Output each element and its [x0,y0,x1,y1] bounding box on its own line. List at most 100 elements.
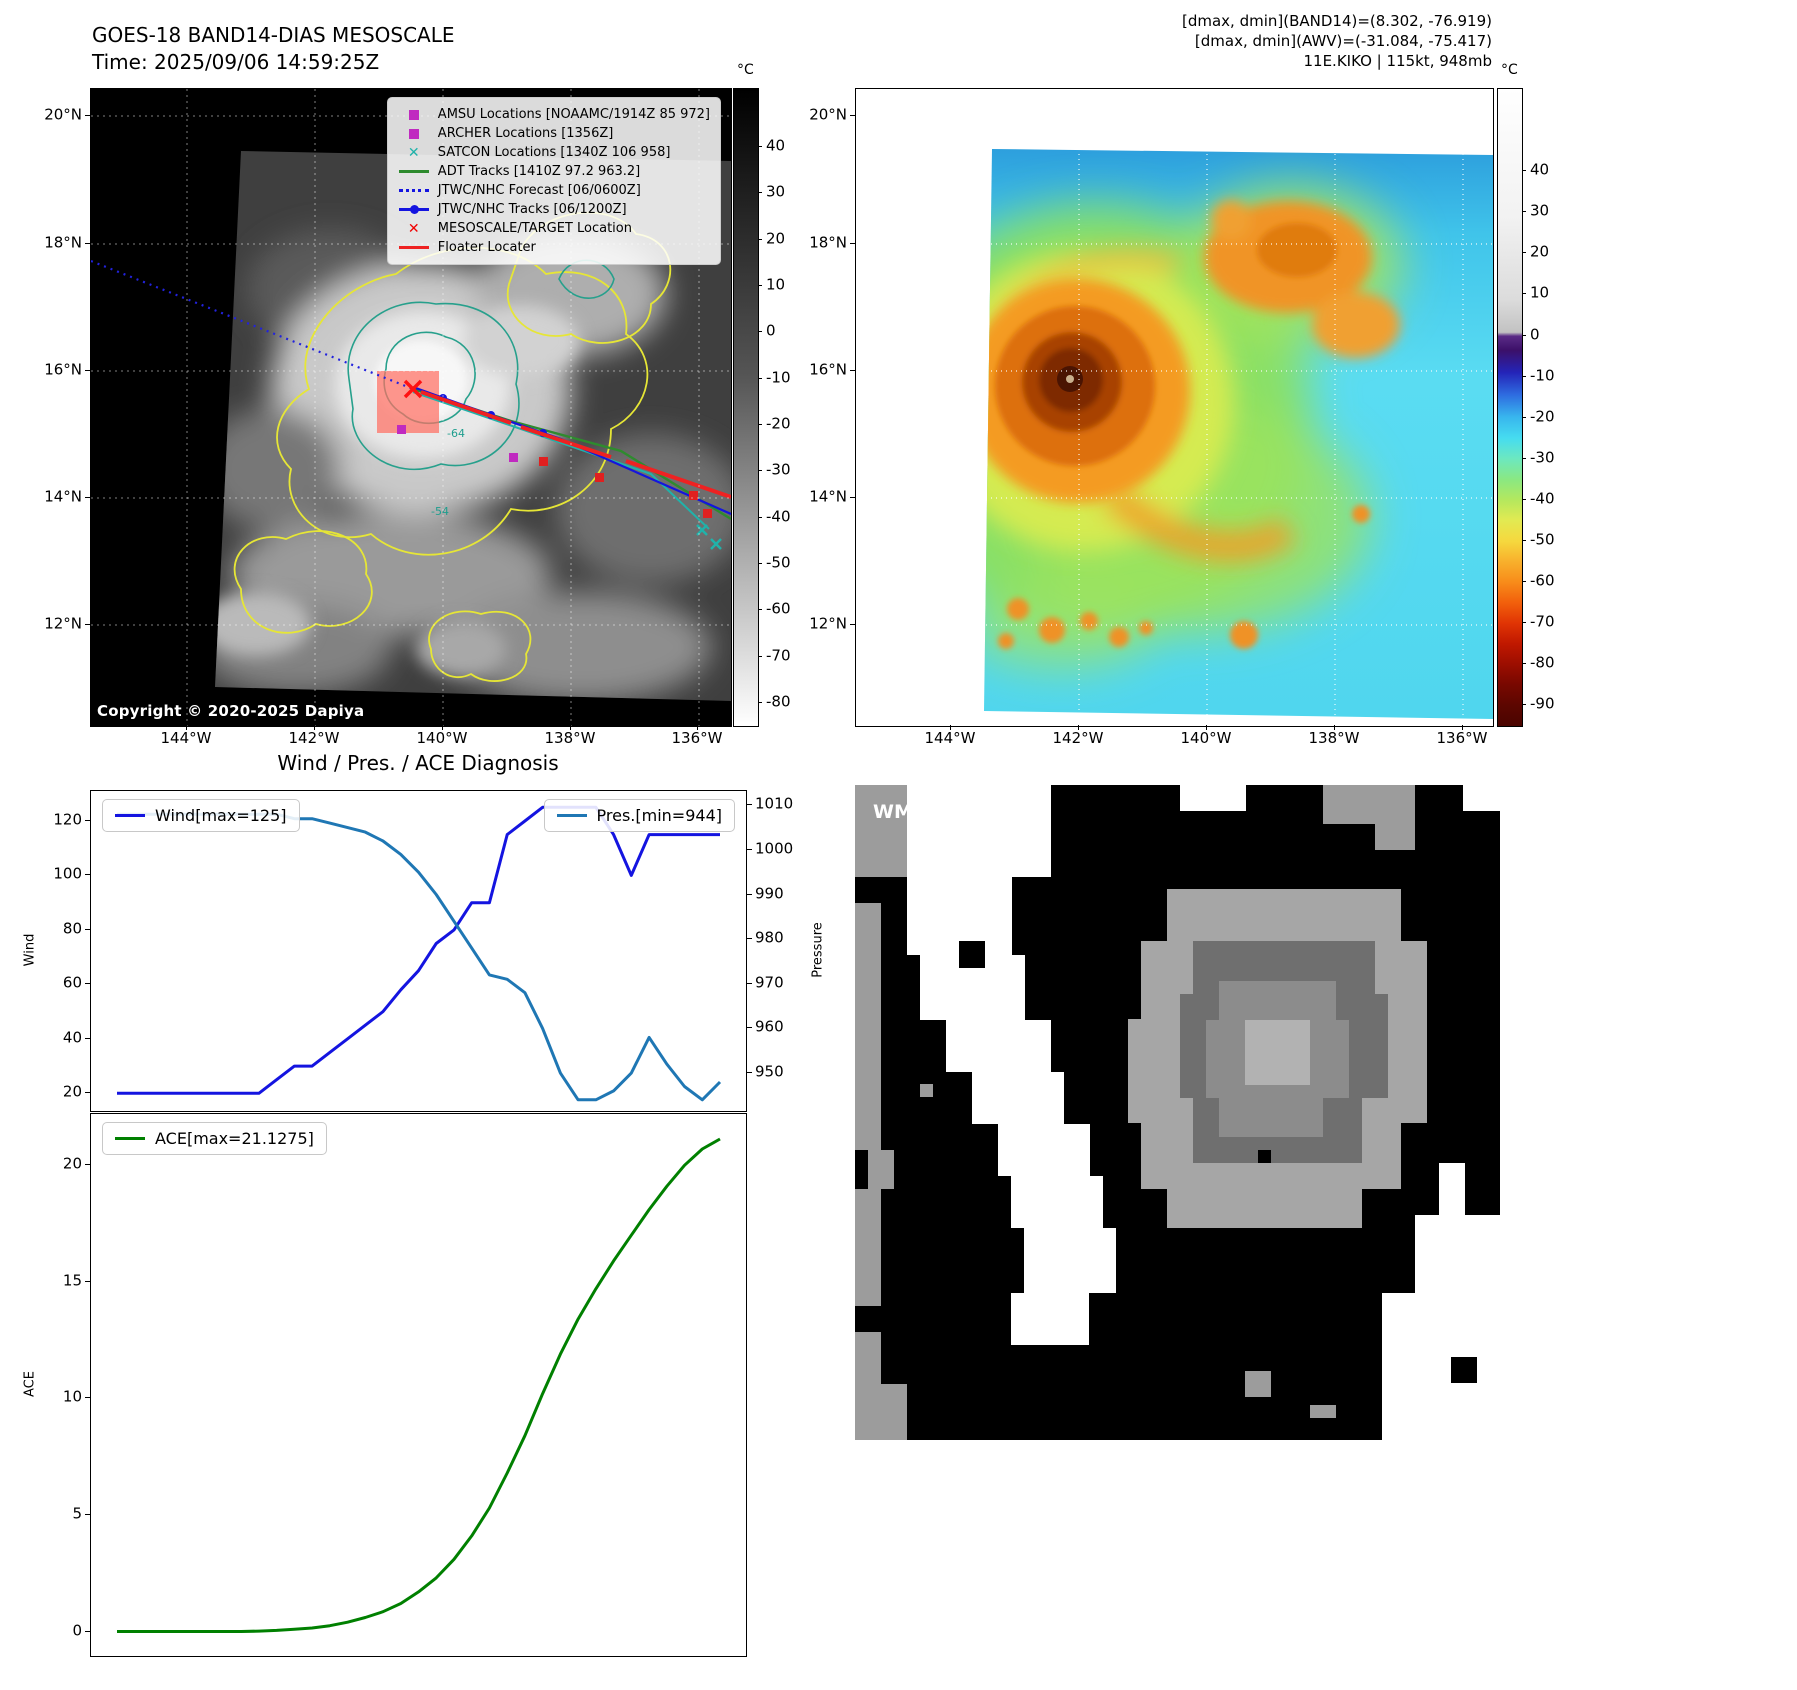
legend-item-adt: ADT Tracks [1410Z 97.2 963.2] [398,162,710,181]
tick-mark [1522,581,1526,583]
lon-tick-label: 136°W [671,729,723,747]
lon-tick-label: 138°W [1308,729,1360,747]
ace-legend-label: ACE[max=21.1275] [155,1129,314,1148]
tick-mark [850,243,855,244]
band14-colorbar [733,88,759,727]
tick-mark [758,562,762,564]
tick-mark [1522,334,1526,336]
tick-mark [85,928,90,930]
tick-mark [1522,622,1526,624]
wind-pressure-chart [90,790,747,1112]
lat-tick-label: 18°N [809,233,847,252]
tick-mark [85,1037,90,1039]
ace-line-sample [115,1137,145,1140]
awv-header: [dmax, dmin](BAND14)=(8.302, -76.919) [d… [1182,12,1492,71]
floater-track-line [420,390,731,499]
awv-satellite-image [856,89,1493,726]
lat-tick-label: 14°N [44,487,82,506]
wind-legend-label: Wind[max=125] [155,806,287,825]
colorbar-tick-label: -10 [766,368,791,387]
colorbar-tick-label: 40 [1530,160,1550,179]
tick-mark [747,1027,752,1029]
legend-label: ADT Tracks [1410Z 97.2 963.2] [437,164,641,179]
tick-mark [85,1397,90,1399]
tick-mark [758,609,762,611]
ace-tick-label: 20 [62,1154,82,1173]
tick-mark [758,516,762,518]
awv-colorbar-unit: °C [1501,62,1518,78]
lon-tick-label: 144°W [160,729,212,747]
tick-mark [85,819,90,821]
tick-mark [758,377,762,379]
legend-label: JTWC/NHC Forecast [06/0600Z] [437,183,641,198]
legend-label: Floater Locater [437,240,536,255]
band14-title-text: GOES-18 BAND14-DIAS MESOSCALE [92,23,455,47]
legend-item-forecast: JTWC/NHC Forecast [06/0600Z] [398,181,710,200]
tick-mark [758,238,762,240]
ace-axis-label: ACE [22,1371,38,1397]
tick-mark [85,1513,90,1515]
ace-tick-label: 5 [72,1504,82,1523]
wind-tick-label: 20 [62,1082,82,1101]
legend-label: ARCHER Locations [1356Z] [437,126,614,141]
wind-pressure-series-canvas [117,805,722,1102]
lon-tick-label: 144°W [924,729,976,747]
wmg-white-regions [907,785,1500,1440]
colorbar-tick-label: -60 [1530,571,1555,590]
colorbar-tick-label: 0 [1530,325,1540,344]
tick-mark [1522,457,1526,459]
lat-tick-label: 14°N [809,487,847,506]
pressure-line-sample [556,814,587,817]
colorbar-tick-label: -70 [1530,612,1555,631]
colorbar-tick-label: 30 [766,182,786,201]
dmax-dmin-awv: [dmax, dmin](AWV)=(-31.084, -75.417) [1194,31,1492,50]
tick-mark [758,145,762,147]
map-gridlines [984,149,1493,719]
tick-mark [747,848,752,850]
pressure-tick-label: 980 [755,928,784,947]
tick-mark [186,725,187,730]
tick-mark [1334,725,1335,730]
pressure-tick-label: 950 [755,1062,784,1081]
tick-mark [1522,211,1526,213]
floater-points [539,457,712,518]
lat-tick-label: 12°N [44,614,82,633]
legend-label: JTWC/NHC Tracks [06/1200Z] [437,202,627,217]
tick-mark [85,370,90,371]
pressure-legend: Pres.[min=944] [543,799,735,832]
tick-mark [1522,252,1526,254]
wmg-count-label: WMG Count: 0 [873,801,1026,823]
tick-mark [747,804,752,806]
legend-label: MESOSCALE/TARGET Location [437,221,632,236]
legend-item-floater: Floater Locater [398,238,710,257]
wind-series-line [117,805,720,1095]
map-legend: AMSU Locations [NOAAMC/1914Z 85 972] ARC… [386,97,721,265]
ace-tick-label: 15 [62,1271,82,1290]
target-x-icon: ✕ [407,220,420,237]
colorbar-tick-label: -60 [766,599,791,618]
ace-chart [90,1113,747,1657]
legend-item-tracks: JTWC/NHC Tracks [06/1200Z] [398,200,710,219]
legend-label: AMSU Locations [NOAAMC/1914Z 85 972] [437,107,710,122]
colorbar-tick-label: -90 [1530,694,1555,713]
wind-axis-label: Wind [22,933,38,967]
lon-tick-label: 140°W [416,729,468,747]
tick-mark [697,725,698,730]
tick-mark [758,655,762,657]
amsu-archer-points [397,425,518,462]
wind-line-sample [115,814,145,817]
colorbar-tick-label: -50 [1530,530,1555,549]
amsu-square-icon [398,109,430,120]
lat-tick-label: 18°N [44,233,82,252]
legend-item-amsu: AMSU Locations [NOAAMC/1914Z 85 972] [398,105,710,124]
tick-mark [758,192,762,194]
wind-tick-label: 100 [53,864,82,883]
pressure-legend-label: Pres.[min=944] [596,806,722,825]
wmg-storm-core [1245,1020,1310,1085]
tick-mark [1522,416,1526,418]
band14-map-plot: -64 -54 [90,88,732,727]
tick-mark [1462,725,1463,730]
tick-mark [85,874,90,876]
colorbar-tick-label: -20 [766,414,791,433]
ace-tick-label: 0 [72,1621,82,1640]
